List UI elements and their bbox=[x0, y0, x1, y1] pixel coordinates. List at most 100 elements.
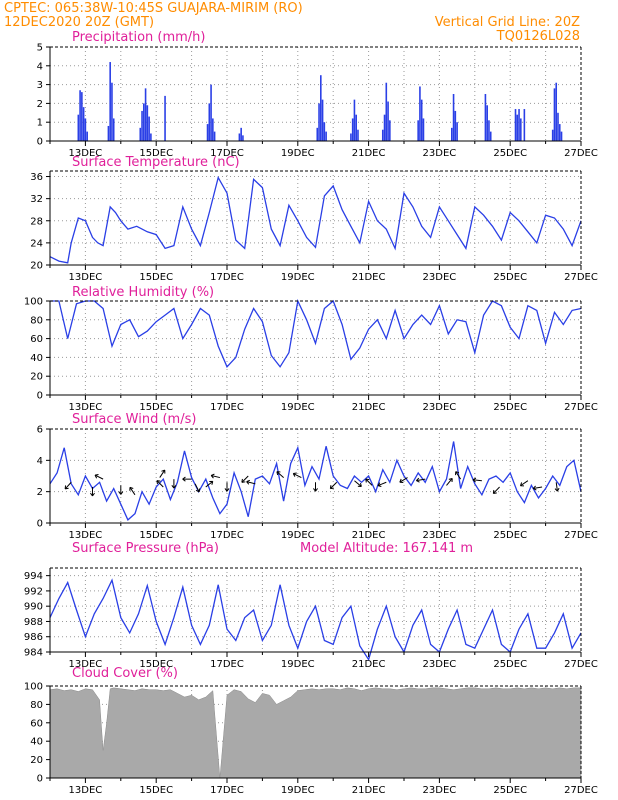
wind-arrow-shaft bbox=[455, 471, 462, 480]
cloud-xtick-label: 27DEC bbox=[564, 785, 598, 796]
wind-arrow-shaft bbox=[211, 474, 221, 479]
wind-arrow-head bbox=[246, 479, 251, 485]
precip-bar bbox=[351, 118, 354, 141]
precip-bar bbox=[86, 131, 88, 141]
rh-xtick-label: 27DEC bbox=[564, 402, 598, 413]
rh-xtick-label: 23DEC bbox=[423, 402, 457, 413]
temp-xtick-label: 27DEC bbox=[564, 272, 598, 283]
wind-arrow-head bbox=[118, 491, 124, 495]
wind-arrow-shaft bbox=[94, 474, 104, 480]
precip-bar bbox=[452, 94, 455, 141]
precip-bar bbox=[419, 86, 421, 141]
wind-arrow bbox=[159, 469, 166, 478]
wind-arrow bbox=[129, 486, 136, 496]
wind-xtick-label: 15DEC bbox=[139, 530, 173, 541]
precip-bar bbox=[210, 84, 212, 141]
wind-arrow-head bbox=[224, 488, 230, 492]
wind-arrow-shaft bbox=[399, 477, 408, 483]
pres-xtick-label: 13DEC bbox=[69, 659, 103, 670]
precip-bar bbox=[141, 110, 143, 141]
wind-arrow bbox=[156, 480, 164, 488]
precip-bar bbox=[206, 124, 209, 141]
rh-xtick-label: 21DEC bbox=[352, 402, 386, 413]
temp-panel: Surface Temperature (nC) 20 24 28 32 36 13DEC 1… bbox=[30, 155, 598, 283]
precip-bar bbox=[146, 105, 149, 141]
wind-line bbox=[49, 441, 582, 521]
wind-ytick-label: 2 bbox=[37, 487, 43, 498]
cloud-xtick-label: 17DEC bbox=[210, 785, 244, 796]
pres-xtick-label: 17DEC bbox=[210, 659, 244, 670]
rh-ytick-label: 40 bbox=[30, 353, 43, 364]
cloud-ytick-label: 40 bbox=[30, 737, 43, 748]
wind-ytick-label: 0 bbox=[37, 519, 43, 530]
rh-ytick-label: 100 bbox=[24, 297, 43, 308]
pres-xtick-label: 25DEC bbox=[493, 659, 527, 670]
precip-bar bbox=[516, 114, 519, 141]
wind-arrow-shaft bbox=[416, 478, 426, 482]
pres-xtick-label: 27DEC bbox=[564, 659, 598, 670]
precip-bar bbox=[420, 99, 423, 141]
temp-ytick-label: 28 bbox=[30, 216, 43, 227]
wind-arrow-shaft bbox=[276, 471, 284, 478]
cloud-xtick-label: 21DEC bbox=[352, 785, 386, 796]
wind-arrow bbox=[90, 486, 95, 497]
cloud-xtick-label: 23DEC bbox=[423, 785, 457, 796]
precip-bar bbox=[238, 133, 241, 141]
precip-bar bbox=[456, 122, 458, 141]
pres-ytick-label: 988 bbox=[24, 617, 43, 628]
wind-arrow bbox=[399, 477, 408, 484]
cloud-xtick-label: 25DEC bbox=[493, 785, 527, 796]
rh-ytick-label: 20 bbox=[30, 372, 43, 383]
wind-arrow bbox=[182, 476, 192, 482]
precip-bar bbox=[454, 110, 457, 141]
pres-ytick-label: 992 bbox=[24, 586, 43, 597]
wind-arrow bbox=[519, 480, 529, 487]
precip-bar bbox=[323, 122, 326, 141]
wind-arrow-shaft bbox=[246, 481, 256, 485]
rh-title: Relative Humidity (%) bbox=[72, 285, 214, 300]
precip-bar bbox=[318, 103, 320, 141]
precip-bar bbox=[353, 99, 356, 141]
cloud-ytick-label: 20 bbox=[30, 755, 43, 766]
temp-xtick-label: 25DEC bbox=[493, 272, 527, 283]
precip-bar bbox=[383, 114, 386, 141]
wind-arrow bbox=[224, 482, 230, 492]
wind-panel: Surface Wind (m/s) 0 2 4 6 13DEC 15DEC 17DEC 19D… bbox=[37, 412, 598, 541]
precip-bar bbox=[553, 88, 556, 141]
cloud-xtick-label: 15DEC bbox=[139, 785, 173, 796]
precip-bar bbox=[357, 129, 359, 141]
precip-bar bbox=[84, 118, 87, 141]
precip-bar bbox=[242, 135, 244, 141]
precip-bar bbox=[81, 92, 83, 141]
wind-arrow-shaft bbox=[241, 475, 249, 483]
wind-arrow bbox=[205, 480, 214, 488]
wind-arrow-head bbox=[519, 482, 524, 487]
wind-arrow bbox=[377, 481, 387, 487]
temp-line bbox=[49, 175, 582, 264]
wind-xtick-label: 27DEC bbox=[564, 530, 598, 541]
precip-bar bbox=[450, 127, 453, 141]
wind-arrow bbox=[532, 485, 543, 491]
precip-bar bbox=[240, 127, 242, 141]
wind-arrow-head bbox=[448, 478, 453, 483]
precip-xtick-label: 17DEC bbox=[210, 148, 244, 159]
wind-xtick-label: 25DEC bbox=[493, 530, 527, 541]
precip-xtick-label: 21DEC bbox=[352, 148, 386, 159]
precip-bar bbox=[484, 94, 487, 141]
precip-bar bbox=[558, 124, 561, 141]
wind-arrow-head bbox=[161, 469, 166, 474]
precip-bar bbox=[514, 109, 517, 141]
precip-bar bbox=[164, 95, 166, 141]
wind-arrow-head bbox=[209, 480, 214, 485]
header-model: TQ0126L028 bbox=[496, 29, 580, 44]
precip-ytick-label: 5 bbox=[37, 43, 43, 54]
wind-arrow-shaft bbox=[354, 480, 362, 487]
precip-bar bbox=[111, 82, 113, 141]
precip-xtick-label: 25DEC bbox=[493, 148, 527, 159]
wind-arrow bbox=[171, 479, 177, 489]
pres-panel: Surface Pressure (hPa) Model Altitude: 16… bbox=[24, 541, 598, 670]
cloud-area bbox=[49, 687, 582, 779]
precip-bar bbox=[489, 131, 492, 141]
precip-bar bbox=[555, 82, 558, 141]
